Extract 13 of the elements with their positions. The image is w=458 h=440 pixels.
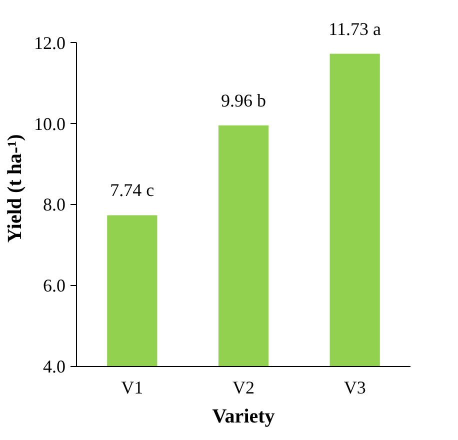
data-label: 11.73 a [328, 18, 382, 39]
y-tick-label: 12.0 [34, 32, 66, 53]
y-tick-label: 8.0 [43, 194, 66, 215]
y-tick-label: 4.0 [43, 356, 66, 376]
y-tick-label: 10.0 [34, 114, 66, 134]
x-tick-label: V1 [121, 378, 144, 398]
data-label: 9.96 b [221, 90, 266, 110]
y-axis-title: Yield (t ha-¹) [4, 134, 26, 243]
x-tick-label: V3 [344, 378, 366, 398]
x-axis-title: Variety [212, 406, 275, 428]
y-tick-label: 6.0 [43, 276, 66, 296]
data-label: 7.74 c [110, 180, 154, 200]
x-tick-label: V2 [232, 378, 254, 398]
